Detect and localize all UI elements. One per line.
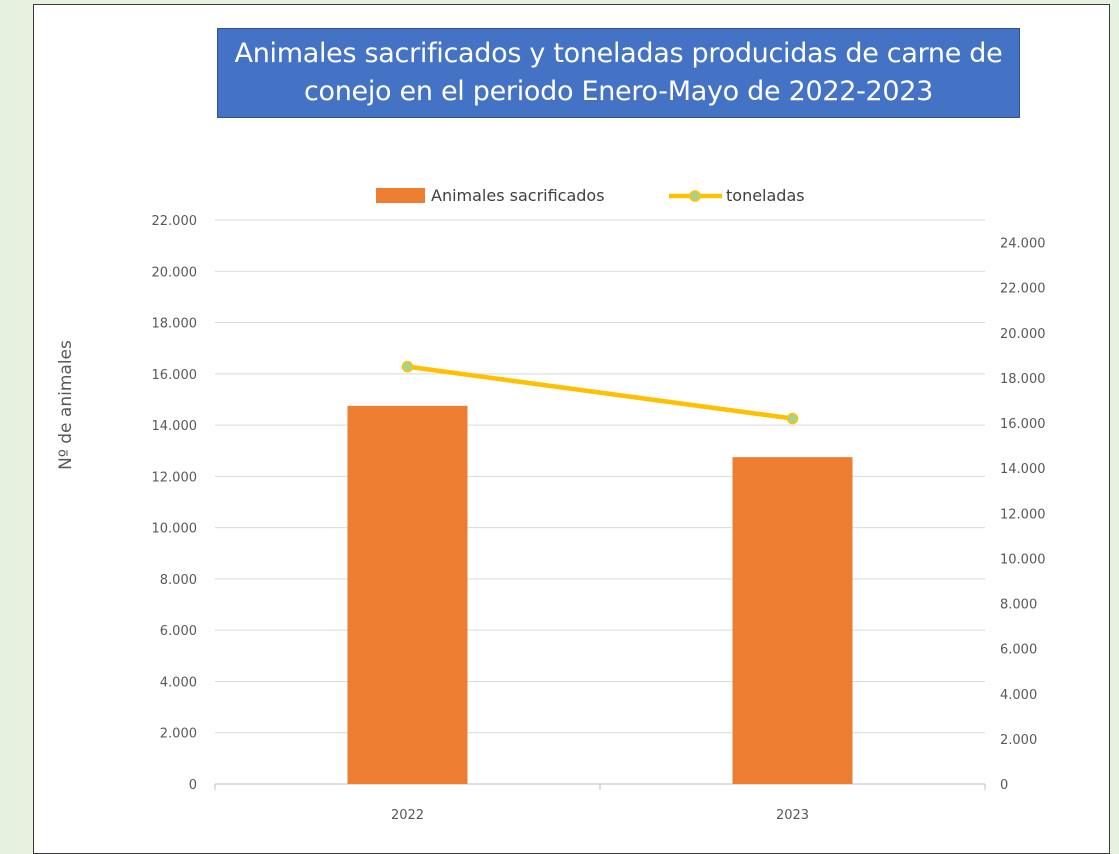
point-toneladas [786, 412, 799, 425]
line-toneladas [405, 364, 795, 421]
bar-animales-sacrificados [732, 457, 853, 784]
y2-tick-label: 6.000 [1000, 643, 1037, 658]
y2-tick-label: 0 [1000, 778, 1008, 793]
y2-tick-label: 8.000 [1000, 598, 1037, 613]
chart-frame [33, 4, 1110, 854]
legend-swatch-marker [689, 190, 701, 202]
bar-series [347, 405, 853, 784]
y-tick-label: 22.000 [152, 214, 198, 229]
y2-tick-label: 22.000 [1000, 282, 1046, 297]
x-tick-label: 2022 [391, 808, 424, 823]
y2-tick-label: 16.000 [1000, 417, 1046, 432]
x-tick-label: 2023 [776, 808, 809, 823]
y2-tick-label: 4.000 [1000, 688, 1037, 703]
legend-label-bar: Animales sacrificados [431, 186, 605, 205]
y-tick-label: 16.000 [152, 368, 198, 383]
y2-tick-label: 10.000 [1000, 552, 1046, 567]
gridlines [215, 219, 985, 785]
point-toneladas [401, 360, 414, 373]
y-tick-label: 10.000 [152, 522, 198, 537]
y-tick-label: 6.000 [160, 624, 197, 639]
y2-tick-label: 12.000 [1000, 507, 1046, 522]
axis-ticks: 0 2.000 4.000 6.000 8.000 10.000 12.000 14.000 1… [152, 214, 1046, 823]
y2-tick-label: 18.000 [1000, 372, 1046, 387]
bar-animales-sacrificados [347, 405, 468, 784]
y-tick-label: 12.000 [152, 470, 198, 485]
y-tick-label: 8.000 [160, 573, 197, 588]
y2-tick-label: 24.000 [1000, 237, 1046, 252]
y-tick-label: 4.000 [160, 675, 197, 690]
line-series [401, 360, 799, 425]
y-tick-label: 0 [189, 778, 197, 793]
chart-title-box: Animales sacrificados y toneladas produc… [217, 28, 1020, 118]
y-axis-label: Nº de animales [56, 340, 76, 470]
legend-label-line: toneladas [726, 186, 805, 205]
y2-tick-label: 20.000 [1000, 327, 1046, 342]
y-tick-label: 2.000 [160, 727, 197, 742]
y2-tick-label: 2.000 [1000, 733, 1037, 748]
y-tick-label: 18.000 [152, 317, 198, 332]
y2-tick-label: 14.000 [1000, 462, 1046, 477]
legend-swatch-bar [376, 188, 425, 203]
legend: Animales sacrificados toneladas [376, 186, 805, 205]
y-tick-label: 20.000 [152, 265, 198, 280]
y-tick-label: 14.000 [152, 419, 198, 434]
chart-title: Animales sacrificados y toneladas produc… [234, 38, 1003, 107]
